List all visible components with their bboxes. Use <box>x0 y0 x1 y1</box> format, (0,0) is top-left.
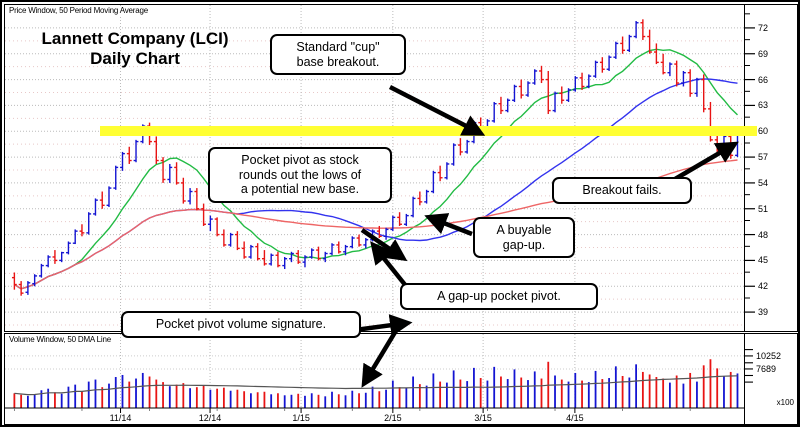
price-tick-label: 63 <box>758 100 769 111</box>
page-title: Lannett Company (LCI) Daily Chart <box>41 29 229 68</box>
price-axis: 72 69 66 63 60 57 54 51 48 45 42 39 <box>744 5 797 331</box>
date-tick-label: 1/15 <box>292 413 310 423</box>
price-tick-label: 57 <box>758 152 769 163</box>
date-tick-label: 11/14 <box>109 413 132 423</box>
callout-pocket-pivot: Pocket pivot as stock rounds out the low… <box>208 147 392 203</box>
price-tick-label: 72 <box>758 22 769 33</box>
date-tick-label: 2/15 <box>384 413 402 423</box>
volume-tick-label: 10252 <box>756 350 782 361</box>
resistance-highlight-band <box>100 126 757 137</box>
price-tick-label: 69 <box>758 48 769 59</box>
date-tick-label: 4/15 <box>566 413 584 423</box>
price-tick-label: 42 <box>758 281 769 292</box>
price-tick-label: 39 <box>758 307 769 318</box>
volume-window-label: Volume Window, 50 DMA Line <box>8 335 112 344</box>
callout-pp-volume-signature: Pocket pivot volume signature. <box>121 311 361 338</box>
price-tick-label: 66 <box>758 74 769 85</box>
price-tick-label: 54 <box>758 177 769 188</box>
volume-multiplier-label: x100 <box>776 398 794 407</box>
price-tick-label: 60 <box>758 126 769 137</box>
volume-axis: 10252 7689 x100 <box>744 334 797 424</box>
price-tick-label: 48 <box>758 229 769 240</box>
callout-gap-up-pocket-pivot: A gap-up pocket pivot. <box>400 283 598 310</box>
price-window-label: Price Window, 50 Period Moving Average <box>8 6 149 15</box>
price-tick-label: 45 <box>758 255 769 266</box>
date-tick-label: 3/15 <box>474 413 492 423</box>
callout-breakout-fails: Breakout fails. <box>552 177 692 204</box>
callout-buyable-gap-up: A buyable gap-up. <box>473 217 575 258</box>
callout-cup-breakout: Standard "cup" base breakout. <box>270 34 406 75</box>
price-tick-label: 51 <box>758 203 769 214</box>
volume-plot-area <box>5 334 797 424</box>
volume-window: Volume Window, 50 DMA Line 10252 7689 x100… <box>4 333 798 425</box>
volume-tick-label: 7689 <box>756 363 777 374</box>
date-tick-label: 12/14 <box>198 413 222 423</box>
